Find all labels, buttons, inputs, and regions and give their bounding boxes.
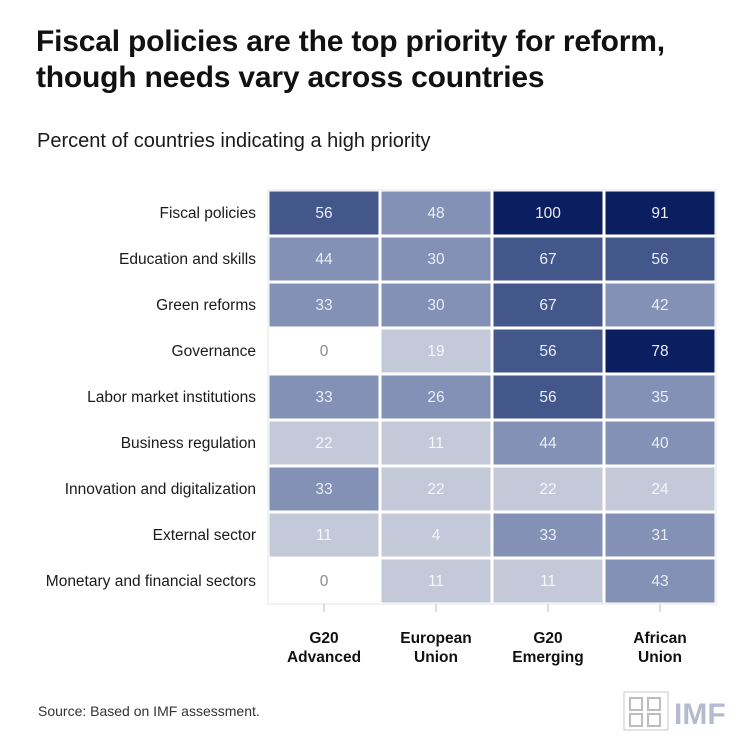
heatmap-cell bbox=[381, 191, 491, 235]
heatmap-cell bbox=[605, 191, 715, 235]
cell-value-label: 19 bbox=[427, 343, 444, 360]
heatmap-cell bbox=[269, 237, 379, 281]
cell-value-label: 0 bbox=[320, 343, 329, 360]
row-label-external-sector: External sector bbox=[153, 527, 256, 544]
cell-value-label: 44 bbox=[539, 435, 557, 452]
heatmap-cell bbox=[269, 329, 379, 373]
cell-value-label: 11 bbox=[428, 435, 444, 452]
cell-value-label: 56 bbox=[315, 205, 332, 222]
cell-value-label: 48 bbox=[427, 205, 444, 222]
row-label-fiscal-policies: Fiscal policies bbox=[160, 205, 257, 222]
heatmap-cell bbox=[493, 467, 603, 511]
column-label-african-union: Union bbox=[638, 649, 682, 666]
heatmap-chart: Fiscal policies 56 48 100 91 Education and sk… bbox=[46, 189, 717, 666]
cell-value-label: 22 bbox=[539, 481, 556, 498]
heatmap-cell bbox=[605, 467, 715, 511]
row-label-education-and-skills: Education and skills bbox=[119, 251, 256, 268]
heatmap-cell bbox=[381, 329, 491, 373]
cell-value-label: 44 bbox=[315, 251, 333, 268]
column-label-european-union: Union bbox=[414, 649, 458, 666]
cell-value-label: 30 bbox=[427, 251, 445, 268]
cell-value-label: 56 bbox=[651, 251, 668, 268]
heatmap-cell bbox=[493, 559, 603, 603]
heatmap-cell bbox=[381, 421, 491, 465]
cell-value-label: 35 bbox=[651, 389, 668, 406]
heatmap-cell bbox=[381, 467, 491, 511]
cell-value-label: 30 bbox=[427, 297, 445, 314]
cell-value-label: 31 bbox=[651, 527, 668, 544]
chart-title: Fiscal policies are the top priority for… bbox=[36, 25, 665, 94]
cell-value-label: 24 bbox=[651, 481, 669, 498]
column-label-african-union: African bbox=[633, 630, 686, 647]
cell-value-label: 4 bbox=[432, 527, 441, 544]
cell-value-label: 0 bbox=[320, 573, 329, 590]
imf-logo: IMF bbox=[622, 688, 736, 734]
cell-value-label: 33 bbox=[315, 481, 332, 498]
cell-value-label: 33 bbox=[315, 389, 332, 406]
cell-value-label: 33 bbox=[315, 297, 332, 314]
heatmap-cell bbox=[381, 237, 491, 281]
cell-value-label: 26 bbox=[427, 389, 444, 406]
cell-value-label: 56 bbox=[539, 343, 556, 360]
column-label-g20-advanced: G20 bbox=[309, 630, 338, 647]
heatmap-cell bbox=[493, 329, 603, 373]
cell-value-label: 67 bbox=[539, 251, 556, 268]
column-label-european-union: European bbox=[400, 630, 471, 647]
cell-value-label: 100 bbox=[535, 205, 561, 222]
heatmap-cell bbox=[605, 375, 715, 419]
column-label-g20-emerging: Emerging bbox=[512, 649, 583, 666]
heatmap-cell bbox=[269, 513, 379, 557]
heatmap-cell bbox=[269, 375, 379, 419]
column-label-g20-emerging: G20 bbox=[533, 630, 562, 647]
cell-value-label: 78 bbox=[651, 343, 668, 360]
chart-subtitle: Percent of countries indicating a high p… bbox=[37, 130, 431, 152]
cell-value-label: 40 bbox=[651, 435, 669, 452]
source-note: Source: Based on IMF assessment. bbox=[38, 703, 260, 719]
row-label-labor-market-institutions: Labor market institutions bbox=[87, 389, 256, 406]
heatmap-cell bbox=[605, 329, 715, 373]
row-label-green-reforms: Green reforms bbox=[156, 297, 256, 314]
heatmap-cell bbox=[269, 283, 379, 327]
heatmap-cell bbox=[493, 375, 603, 419]
heatmap-cell bbox=[605, 283, 715, 327]
heatmap-cell bbox=[381, 559, 491, 603]
heatmap-cell bbox=[381, 513, 491, 557]
heatmap-cell bbox=[493, 283, 603, 327]
row-label-governance: Governance bbox=[172, 343, 256, 360]
heatmap-cell bbox=[269, 467, 379, 511]
heatmap-cell bbox=[269, 191, 379, 235]
cell-value-label: 11 bbox=[428, 573, 444, 590]
heatmap-cell bbox=[605, 559, 715, 603]
heatmap-cell bbox=[605, 421, 715, 465]
heatmap-cell bbox=[381, 283, 491, 327]
column-label-g20-advanced: Advanced bbox=[287, 649, 361, 666]
cell-value-label: 43 bbox=[651, 573, 668, 590]
heatmap-cell bbox=[493, 421, 603, 465]
row-label-monetary-and-financial-sectors: Monetary and financial sectors bbox=[46, 573, 256, 590]
heatmap-cell bbox=[269, 421, 379, 465]
heatmap-cell bbox=[605, 513, 715, 557]
cell-value-label: 42 bbox=[651, 297, 668, 314]
heatmap-cell bbox=[269, 559, 379, 603]
cell-value-label: 11 bbox=[540, 573, 556, 590]
cell-value-label: 11 bbox=[316, 527, 332, 544]
cell-value-label: 22 bbox=[315, 435, 332, 452]
heatmap-cell bbox=[493, 237, 603, 281]
heatmap-frame bbox=[267, 189, 717, 605]
heatmap-cell bbox=[493, 191, 603, 235]
svg-text:IMF: IMF bbox=[674, 698, 726, 731]
heatmap-cell bbox=[605, 237, 715, 281]
cell-value-label: 67 bbox=[539, 297, 556, 314]
row-label-business-regulation: Business regulation bbox=[121, 435, 256, 452]
heatmap-cell bbox=[493, 513, 603, 557]
cell-value-label: 56 bbox=[539, 389, 556, 406]
cell-value-label: 22 bbox=[427, 481, 444, 498]
heatmap-cell bbox=[381, 375, 491, 419]
cell-value-label: 91 bbox=[651, 205, 668, 222]
row-label-innovation-and-digitalization: Innovation and digitalization bbox=[65, 481, 256, 498]
cell-value-label: 33 bbox=[539, 527, 556, 544]
